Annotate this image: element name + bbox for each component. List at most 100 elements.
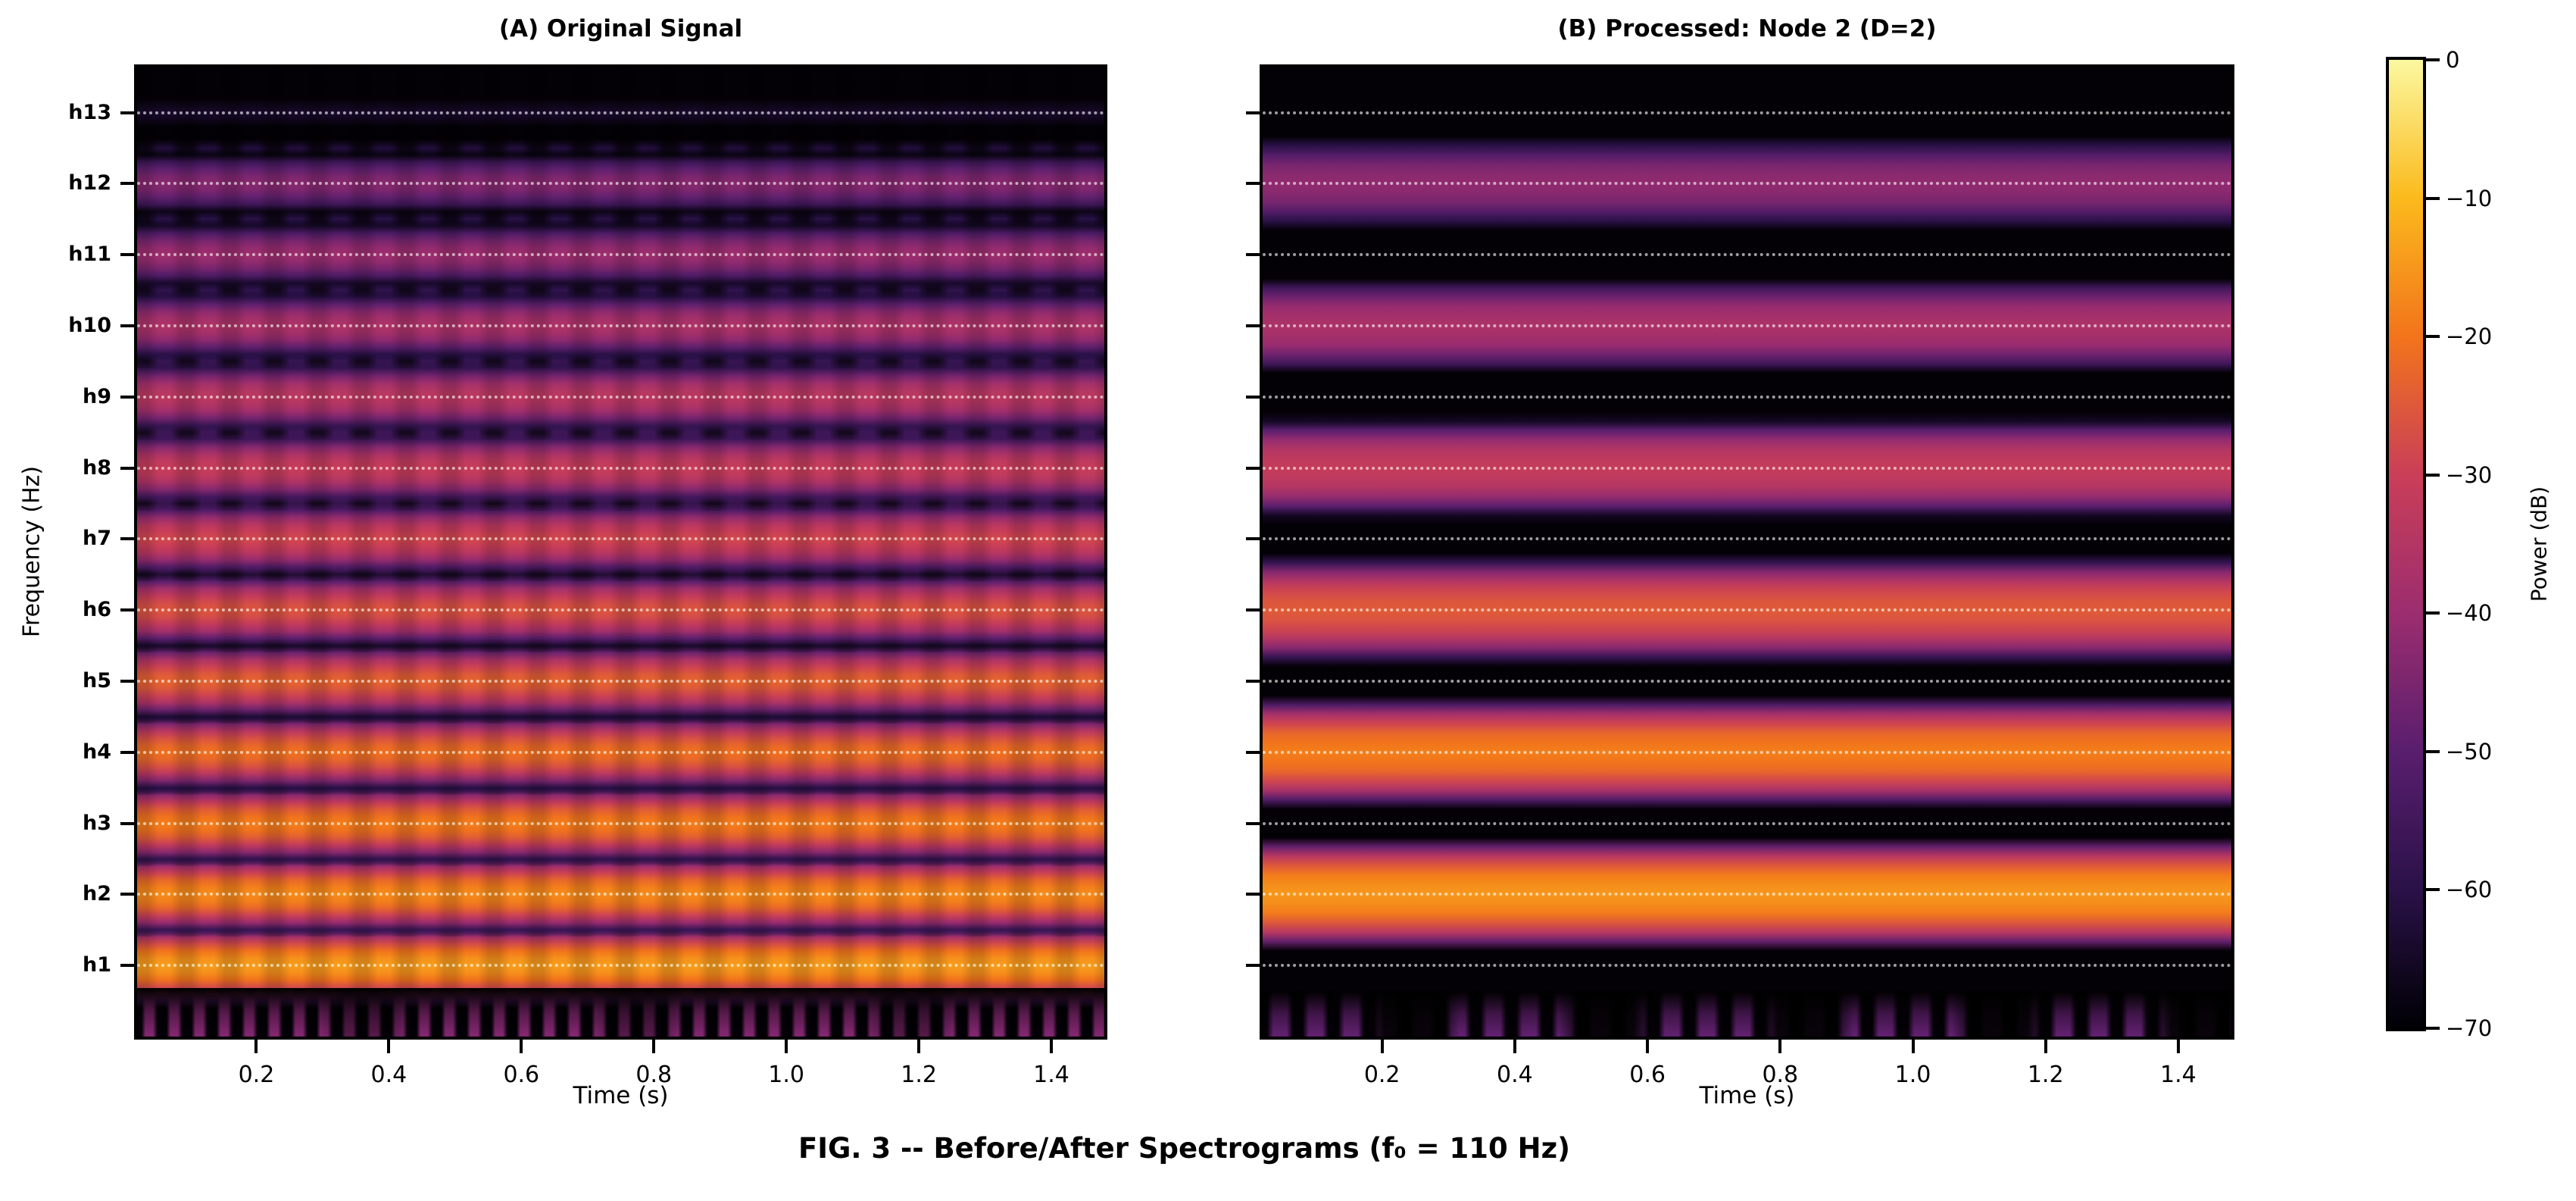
x-tick-label-0.8: 0.8 xyxy=(1762,1062,1799,1088)
x-tick-1.2 xyxy=(917,1040,921,1053)
y-tick-h7 xyxy=(120,537,134,541)
harmonic-gridline-h8 xyxy=(137,466,1104,470)
y-tick-h10 xyxy=(1246,324,1260,328)
colorbar-tick-−70 xyxy=(2426,1027,2440,1030)
x-tick-label-0.2: 0.2 xyxy=(238,1062,275,1088)
x-tick-0.2 xyxy=(254,1040,258,1053)
y-tick-h11 xyxy=(120,253,134,257)
x-tick-1.0 xyxy=(785,1040,788,1053)
panel-a-xaxis-label: Time (s) xyxy=(573,1082,669,1109)
y-tick-h8 xyxy=(1246,466,1260,470)
y-tick-h1 xyxy=(1246,964,1260,968)
x-tick-label-0.6: 0.6 xyxy=(1629,1062,1666,1088)
figure-caption: FIG. 3 -- Before/After Spectrograms (f₀ … xyxy=(798,1132,1571,1165)
y-tick-label-h2: h2 xyxy=(82,882,111,906)
x-tick-0.6 xyxy=(520,1040,523,1053)
y-tick-label-h5: h5 xyxy=(82,669,111,693)
colorbar-tick-−10 xyxy=(2426,196,2440,200)
colorbar-label: Power (dB) xyxy=(2526,486,2552,602)
harmonic-gridline-h11 xyxy=(137,253,1104,257)
harmonic-gridline-h3 xyxy=(137,821,1104,825)
x-tick-label-1.2: 1.2 xyxy=(2027,1062,2064,1088)
y-tick-label-h1: h1 xyxy=(82,953,111,977)
harmonic-gridline-h8 xyxy=(1263,466,2231,470)
y-tick-h4 xyxy=(120,750,134,754)
colorbar-tick-−30 xyxy=(2426,473,2440,477)
x-tick-label-1.4: 1.4 xyxy=(2160,1062,2197,1088)
colorbar-tick-label-0: 0 xyxy=(2446,47,2460,73)
harmonic-gridline-h13 xyxy=(137,111,1104,114)
x-tick-label-1.4: 1.4 xyxy=(1033,1062,1069,1088)
y-tick-h9 xyxy=(120,395,134,399)
y-tick-h2 xyxy=(120,893,134,896)
y-tick-h4 xyxy=(1246,750,1260,754)
harmonic-gridline-h12 xyxy=(1263,182,2231,186)
y-tick-h12 xyxy=(1246,182,1260,186)
x-tick-1.4 xyxy=(2176,1040,2180,1053)
y-tick-h5 xyxy=(120,680,134,683)
colorbar-tick-−40 xyxy=(2426,611,2440,615)
harmonic-gridline-h2 xyxy=(137,893,1104,896)
subfundamental-strip xyxy=(137,988,1104,1037)
colorbar-tick-label-−10: −10 xyxy=(2446,185,2493,211)
panel-a-title: (A) Original Signal xyxy=(498,15,743,42)
harmonic-gridline-h1 xyxy=(1263,964,2231,968)
harmonic-gridline-h12 xyxy=(137,182,1104,186)
harmonic-gridline-h10 xyxy=(1263,324,2231,328)
x-tick-0.4 xyxy=(387,1040,391,1053)
x-tick-label-0.6: 0.6 xyxy=(503,1062,540,1088)
harmonic-gridline-h7 xyxy=(1263,537,2231,541)
colorbar: 0 −10 −20 −30 −40 −50 −60 −70 xyxy=(2386,47,2492,1041)
colorbar-tick-label-−60: −60 xyxy=(2446,877,2493,903)
y-tick-h6 xyxy=(1246,608,1260,612)
y-tick-h3 xyxy=(120,821,134,825)
harmonic-gridline-h4 xyxy=(137,750,1104,754)
harmonic-gridline-h11 xyxy=(1263,253,2231,257)
y-tick-label-h10: h10 xyxy=(68,314,111,338)
x-tick-label-1.0: 1.0 xyxy=(768,1062,805,1088)
x-tick-0.2 xyxy=(1380,1040,1384,1053)
y-tick-h6 xyxy=(120,608,134,612)
y-tick-label-h13: h13 xyxy=(68,100,111,124)
harmonic-gridline-h13 xyxy=(1263,111,2231,114)
colorbar-tick-0 xyxy=(2426,58,2440,61)
x-tick-0.8 xyxy=(652,1040,656,1053)
x-tick-label-0.4: 0.4 xyxy=(1497,1062,1533,1088)
harmonic-gridline-h3 xyxy=(1263,821,2231,825)
x-tick-label-0.8: 0.8 xyxy=(635,1062,673,1088)
x-tick-0.6 xyxy=(1646,1040,1650,1053)
y-tick-h12 xyxy=(120,182,134,186)
y-tick-h11 xyxy=(1246,253,1260,257)
x-tick-label-0.2: 0.2 xyxy=(1363,1062,1400,1088)
harmonic-gridline-h1 xyxy=(137,964,1104,968)
panel-a-spectrogram: h1 h2 h3 h4 h5 h6 h7 h8 h9 h10 h11 h12 h13 0.2 0.4 0.6 0… xyxy=(68,64,1107,1088)
plot-area xyxy=(137,67,1104,1037)
harmonic-gridline-h6 xyxy=(1263,608,2231,612)
x-tick-label-1.0: 1.0 xyxy=(1894,1062,1931,1088)
x-tick-0.4 xyxy=(1513,1040,1516,1053)
y-tick-h9 xyxy=(1246,395,1260,399)
harmonic-gridline-h10 xyxy=(137,324,1104,328)
panel-b-spectrogram: 0.2 0.4 0.6 0.8 1.0 1.2 1.4 xyxy=(1246,64,2234,1088)
y-tick-h13 xyxy=(120,111,134,114)
y-tick-label-h3: h3 xyxy=(82,811,111,835)
y-tick-label-h6: h6 xyxy=(82,598,111,622)
y-tick-h8 xyxy=(120,466,134,470)
y-tick-h2 xyxy=(1246,893,1260,896)
y-tick-h13 xyxy=(1246,111,1260,114)
y-tick-label-h11: h11 xyxy=(68,242,111,267)
y-tick-label-h4: h4 xyxy=(82,740,111,764)
panel-b-title: (B) Processed: Node 2 (D=2) xyxy=(1557,15,1937,42)
y-tick-h7 xyxy=(1246,537,1260,541)
y-tick-h5 xyxy=(1246,680,1260,683)
x-tick-1.4 xyxy=(1050,1040,1054,1053)
x-tick-1.0 xyxy=(1911,1040,1915,1053)
colorbar-tick-−20 xyxy=(2426,335,2440,339)
colorbar-tick-label-−50: −50 xyxy=(2446,738,2493,765)
harmonic-gridline-h5 xyxy=(1263,680,2231,683)
y-tick-h10 xyxy=(120,324,134,328)
y-tick-h3 xyxy=(1246,821,1260,825)
panel-b-xaxis-label: Time (s) xyxy=(1699,1082,1795,1109)
colorbar-tick-label-−20: −20 xyxy=(2446,324,2493,350)
